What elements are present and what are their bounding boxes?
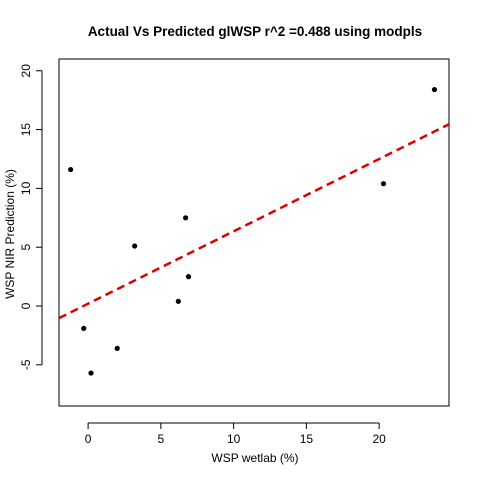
data-point [81,325,87,331]
data-point [431,86,438,93]
y-tick-label: -5 [19,359,33,370]
data-point [183,215,189,221]
x-tick-label: 10 [227,432,241,446]
y-tick-label: 20 [19,64,33,78]
y-tick-label: 0 [19,302,33,309]
x-tick-label: 5 [158,432,165,446]
data-point [380,181,387,187]
data-point [68,166,74,173]
data-point [132,243,138,249]
regression-line [59,123,449,320]
chart-title: Actual Vs Predicted glWSP r^2 =0.488 usi… [88,24,422,39]
data-point [114,345,120,351]
x-tick-label: 15 [300,432,314,446]
y-tick-label: 10 [19,181,33,195]
x-axis-label: WSP wetlab (%) [211,451,298,465]
plot-area: 0 5 10 15 20 -5 0 5 10 15 20 [19,58,450,446]
data-point [185,274,192,280]
x-tick-label: 0 [85,432,92,446]
y-axis-label: WSP NIR Prediction (%) [3,169,17,299]
y-tick-label: 15 [19,123,33,137]
data-point [88,370,94,376]
data-point [175,298,181,304]
y-tick-label: 5 [19,244,33,251]
x-tick-label: 20 [372,432,386,446]
plot-frame [58,58,450,407]
